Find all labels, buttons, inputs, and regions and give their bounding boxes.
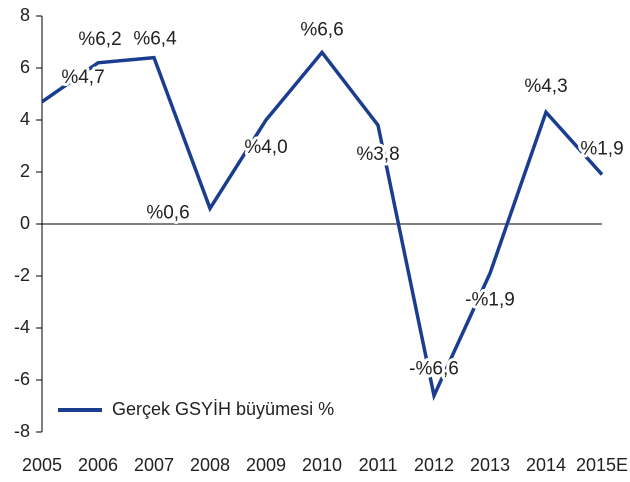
y-tick-label: -4 <box>14 317 30 337</box>
line-series <box>40 49 604 402</box>
x-tick-label: 2010 <box>302 455 342 475</box>
x-tick-label: 2008 <box>190 455 230 475</box>
x-tick-label: 2013 <box>470 455 510 475</box>
data-label: %4,7 <box>61 67 104 88</box>
x-tick-label: 2014 <box>526 455 566 475</box>
data-label: %6,2 <box>78 29 121 50</box>
data-label: %4,3 <box>524 76 567 97</box>
x-tick-label: 2009 <box>246 455 286 475</box>
data-label: %4,0 <box>244 137 287 158</box>
data-label: %1,9 <box>580 139 623 160</box>
data-label: %0,6 <box>146 202 189 223</box>
y-tick-label: 6 <box>20 57 30 77</box>
y-tick-label: 0 <box>20 213 30 233</box>
x-tick-label: 2015E <box>576 455 628 475</box>
data-label: %6,6 <box>300 19 343 40</box>
legend-label: Gerçek GSYİH büyümesi % <box>112 399 334 419</box>
data-label: %3,8 <box>356 144 399 165</box>
y-tick-label: -2 <box>14 265 30 285</box>
x-tick-label: 2012 <box>414 455 454 475</box>
data-label: -%1,9 <box>465 289 515 310</box>
y-tick-label: 4 <box>20 109 30 129</box>
data-label: -%6,6 <box>409 359 459 380</box>
y-tick-label: -6 <box>14 369 30 389</box>
x-tick-label: 2007 <box>134 455 174 475</box>
y-tick-label: 8 <box>20 5 30 25</box>
x-tick-label: 2006 <box>78 455 118 475</box>
y-tick-label: -8 <box>14 421 30 441</box>
x-tick-label: 2011 <box>359 455 398 475</box>
y-tick-label: 2 <box>20 161 30 181</box>
data-label: %6,4 <box>133 29 177 50</box>
x-tick-label: 2005 <box>22 455 62 475</box>
